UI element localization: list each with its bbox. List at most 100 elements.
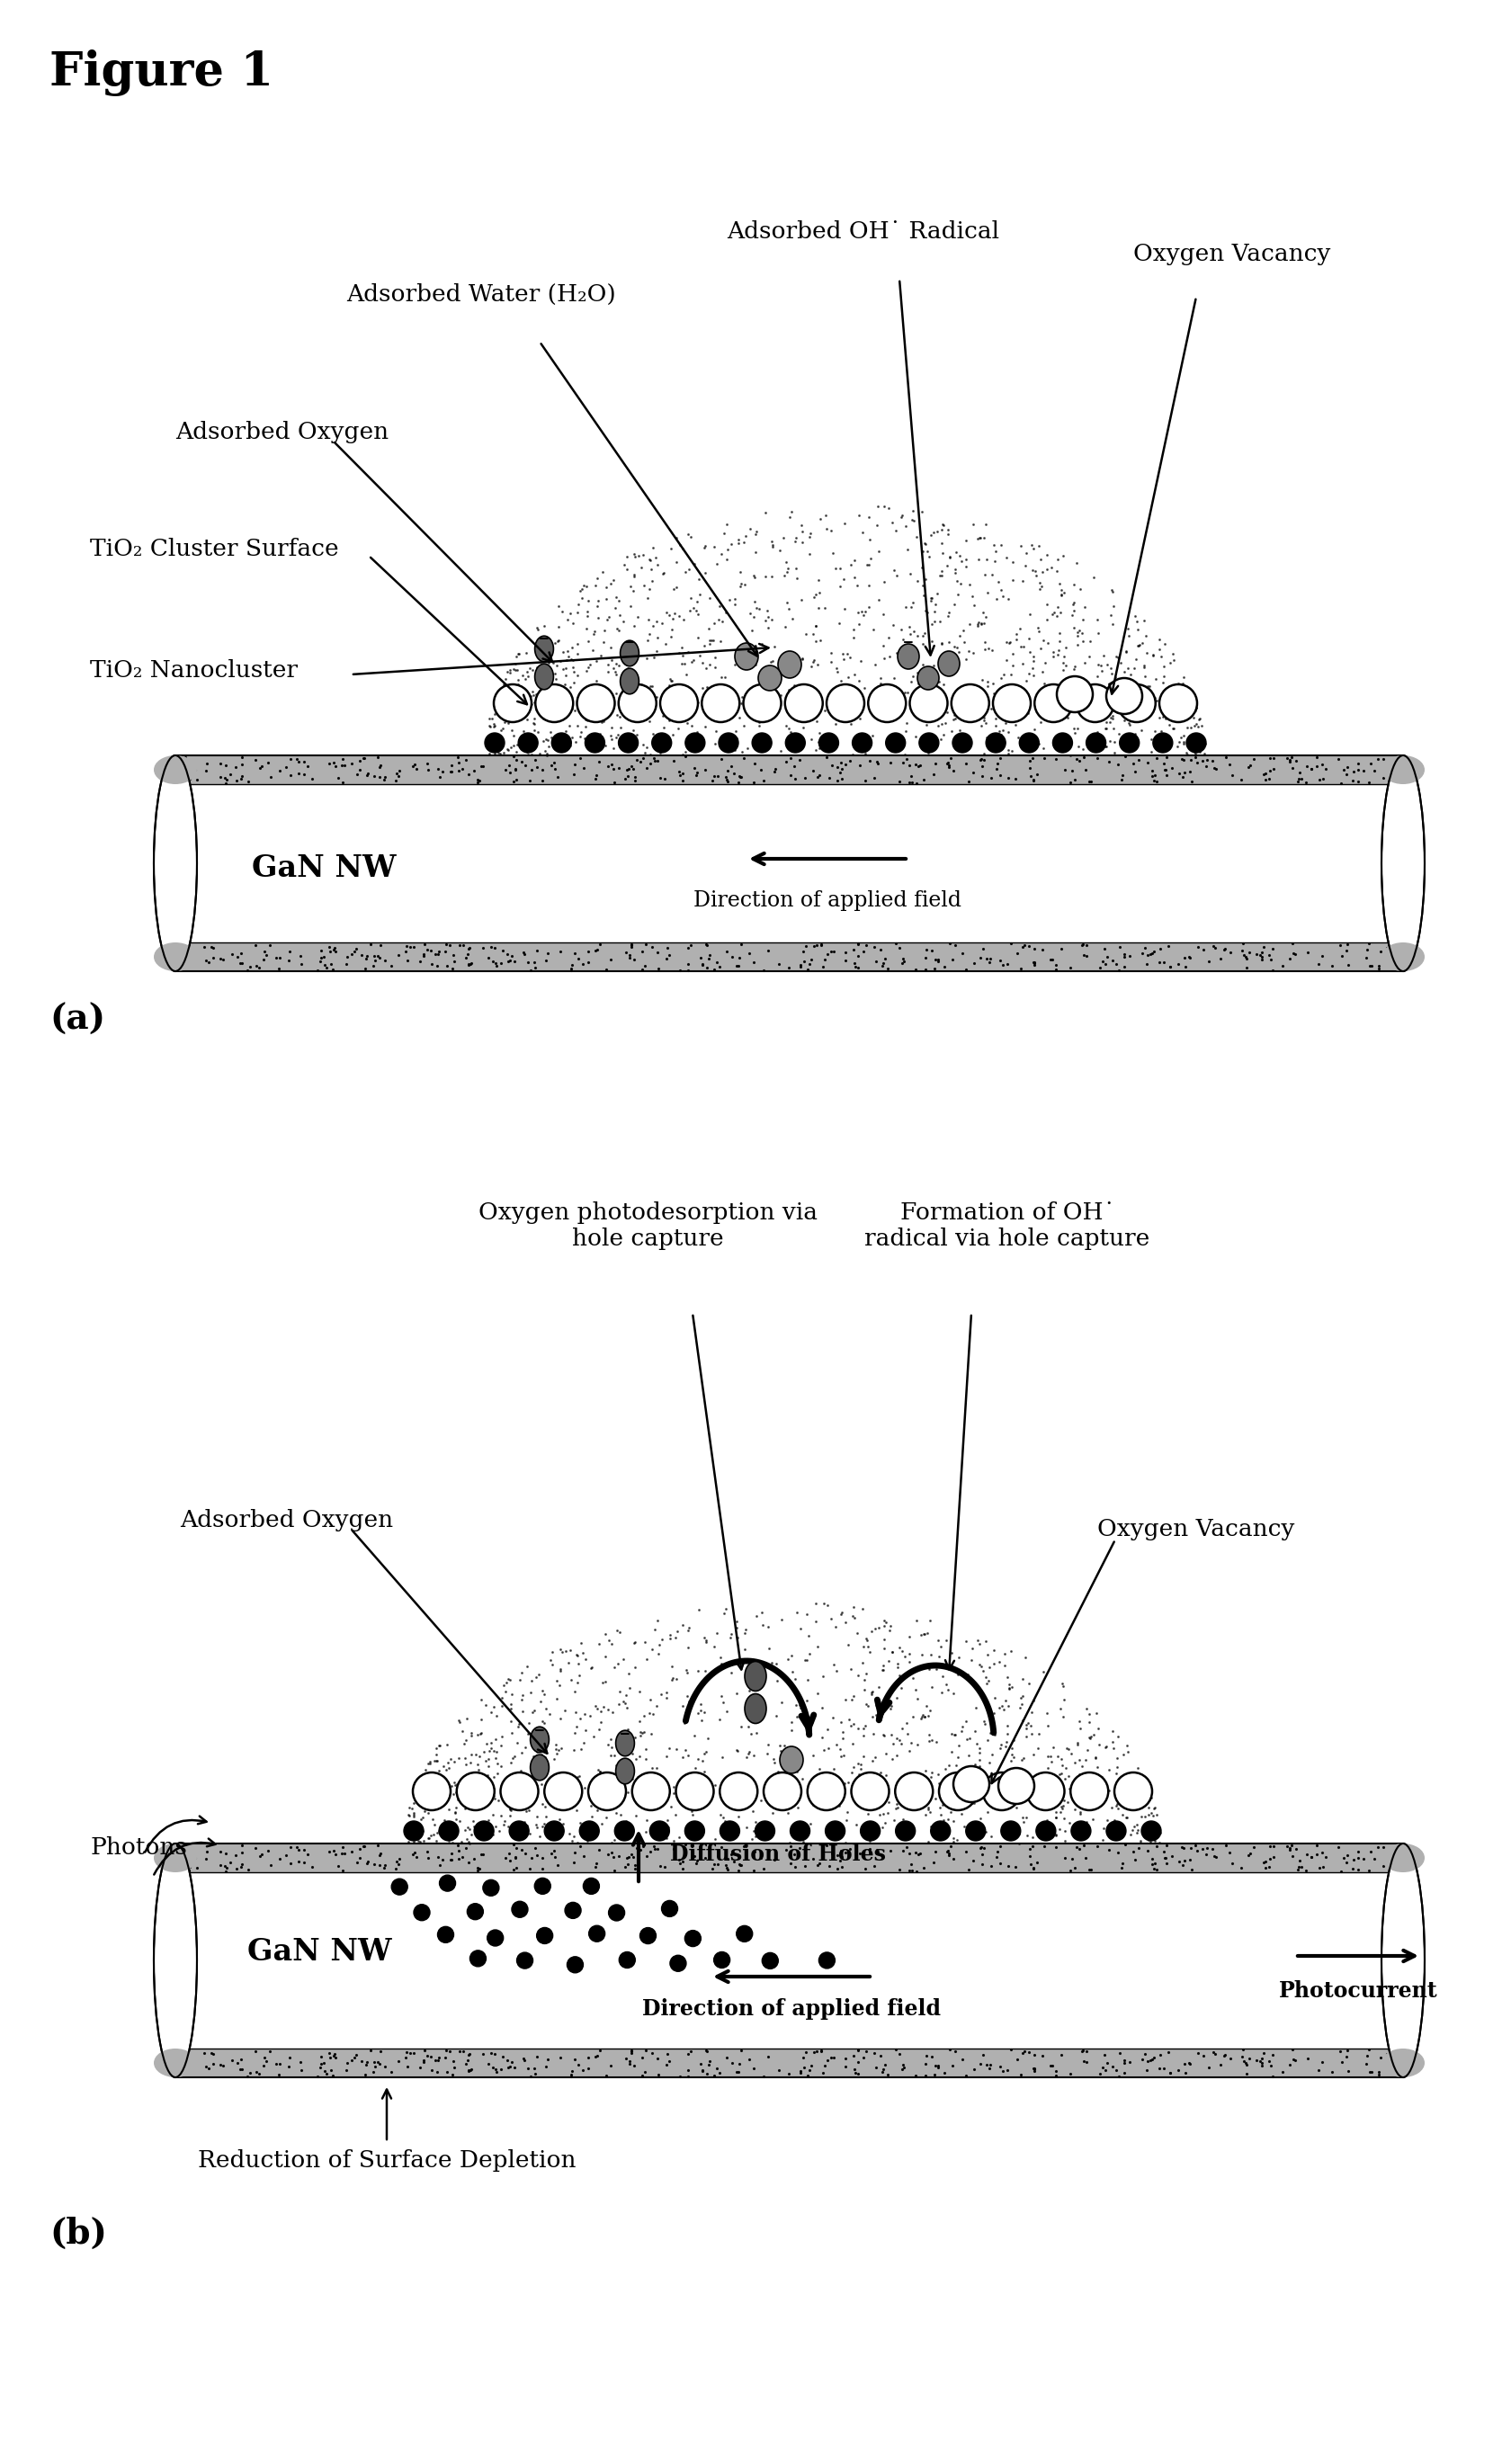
Circle shape [512,1902,527,1917]
Ellipse shape [535,663,553,690]
Ellipse shape [1381,756,1425,971]
Text: Adsorbed Oxygen: Adsorbed Oxygen [175,421,388,444]
Ellipse shape [745,1693,766,1722]
Circle shape [589,1924,604,1942]
Ellipse shape [616,1730,635,1757]
Circle shape [756,1821,775,1841]
Circle shape [438,1927,453,1942]
Circle shape [807,1772,845,1811]
Circle shape [786,732,805,752]
Circle shape [440,1875,456,1892]
Circle shape [1118,685,1156,722]
Text: Adsorbed OH˙ Radical: Adsorbed OH˙ Radical [727,219,1000,244]
Circle shape [535,1878,550,1895]
Circle shape [910,685,947,722]
Text: (b): (b) [50,2218,107,2252]
Ellipse shape [1381,756,1425,784]
Circle shape [552,732,571,752]
Text: Oxygen photodesorption via
hole capture: Oxygen photodesorption via hole capture [477,1202,817,1249]
Circle shape [1106,1821,1126,1841]
Text: –: – [539,628,550,650]
Text: TiO₂ Cluster Surface: TiO₂ Cluster Surface [91,537,338,559]
Circle shape [684,1821,704,1841]
Circle shape [819,1951,836,1969]
Circle shape [819,732,839,752]
Text: –: – [624,631,635,653]
Ellipse shape [938,650,959,675]
Circle shape [762,1951,778,1969]
Circle shape [403,1821,423,1841]
Ellipse shape [734,643,759,670]
Ellipse shape [759,665,781,690]
Circle shape [966,1821,985,1841]
Circle shape [494,685,532,722]
Text: Oxygen Vacancy: Oxygen Vacancy [1133,244,1331,266]
Ellipse shape [616,1759,635,1784]
Text: Adsorbed Water (H₂O): Adsorbed Water (H₂O) [346,283,616,306]
Ellipse shape [745,1661,766,1690]
Circle shape [851,1772,888,1811]
Bar [175,2048,1404,2077]
Circle shape [662,1900,678,1917]
Circle shape [651,732,671,752]
Circle shape [577,685,615,722]
Text: Direction of applied field: Direction of applied field [694,890,961,912]
Ellipse shape [535,636,553,663]
Circle shape [1076,685,1114,722]
Circle shape [609,1905,624,1922]
Circle shape [565,1902,582,1919]
Text: Adsorbed Oxygen: Adsorbed Oxygen [180,1508,393,1530]
Text: –: – [620,1722,630,1745]
Ellipse shape [154,941,196,971]
Ellipse shape [917,665,938,690]
Circle shape [1159,685,1197,722]
Circle shape [752,732,772,752]
Ellipse shape [154,1843,196,2077]
Circle shape [618,732,638,752]
Text: Oxygen Vacancy: Oxygen Vacancy [1097,1518,1295,1540]
Circle shape [456,1772,494,1811]
Circle shape [1141,1821,1160,1841]
Circle shape [517,1951,533,1969]
Text: –: – [904,631,914,653]
Circle shape [869,685,907,722]
Ellipse shape [1381,941,1425,971]
Bar [175,941,1404,971]
Circle shape [487,1929,503,1947]
Circle shape [684,732,706,752]
Text: Reduction of Surface Depletion: Reduction of Surface Depletion [198,2149,576,2171]
Text: Figure 1: Figure 1 [50,49,273,96]
Circle shape [919,732,938,752]
Circle shape [588,1772,626,1811]
Text: –: – [535,1720,545,1742]
Text: Photocurrent: Photocurrent [1278,1981,1437,2001]
Ellipse shape [1381,1843,1425,2077]
Circle shape [701,685,739,722]
Ellipse shape [1381,1843,1425,1873]
Circle shape [579,1821,600,1841]
Circle shape [953,1767,990,1801]
Circle shape [713,1951,730,1969]
Circle shape [669,1956,686,1971]
Text: Formation of OH˙
radical via hole capture: Formation of OH˙ radical via hole captur… [864,1202,1150,1249]
Circle shape [885,732,905,752]
Circle shape [860,1821,881,1841]
Circle shape [827,685,864,722]
Ellipse shape [780,1747,804,1774]
Circle shape [825,1821,845,1841]
Circle shape [675,1772,713,1811]
Circle shape [632,1772,669,1811]
Text: GaN NW: GaN NW [248,1937,391,1966]
Text: Direction of applied field: Direction of applied field [642,1998,941,2020]
Circle shape [1086,732,1106,752]
Circle shape [952,732,972,752]
Ellipse shape [620,668,639,695]
Ellipse shape [530,1727,548,1752]
Circle shape [440,1821,459,1841]
Circle shape [852,732,872,752]
Circle shape [1106,678,1142,715]
Circle shape [618,685,656,722]
Circle shape [544,1772,582,1811]
Circle shape [391,1878,408,1895]
Text: GaN NW: GaN NW [252,853,396,882]
